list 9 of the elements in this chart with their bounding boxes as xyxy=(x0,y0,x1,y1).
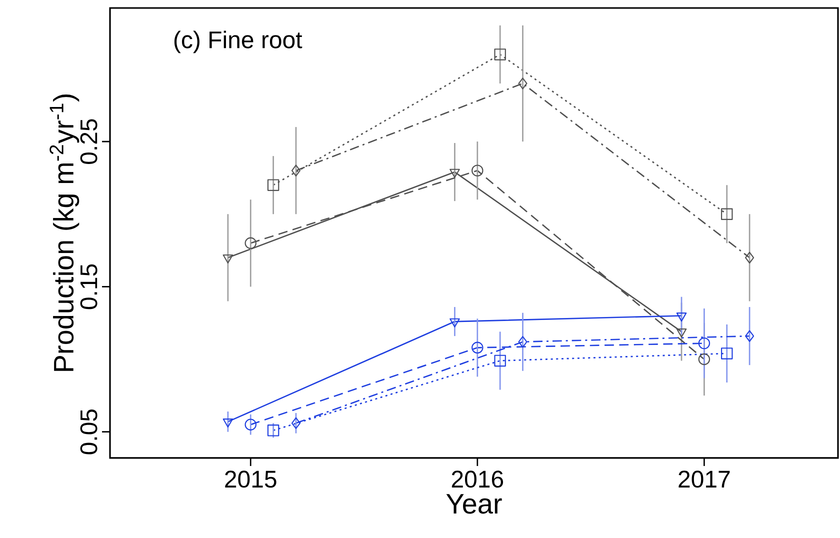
x-axis-title: Year xyxy=(446,494,502,514)
y-axis-title: Production (kg m$^{-2}$yr$^{-1}$) xyxy=(50,94,80,371)
x-tick-label: 2015 xyxy=(225,470,276,488)
x-tick-label: 2017 xyxy=(678,470,730,488)
y-tick-label: 0.25 xyxy=(80,119,98,164)
text: (c) Fine root xyxy=(174,30,302,54)
x-tick-label: 2016 xyxy=(452,470,504,488)
y-tick-label: 0.05 xyxy=(80,410,98,454)
y-tick-label: 0.15 xyxy=(80,264,98,310)
